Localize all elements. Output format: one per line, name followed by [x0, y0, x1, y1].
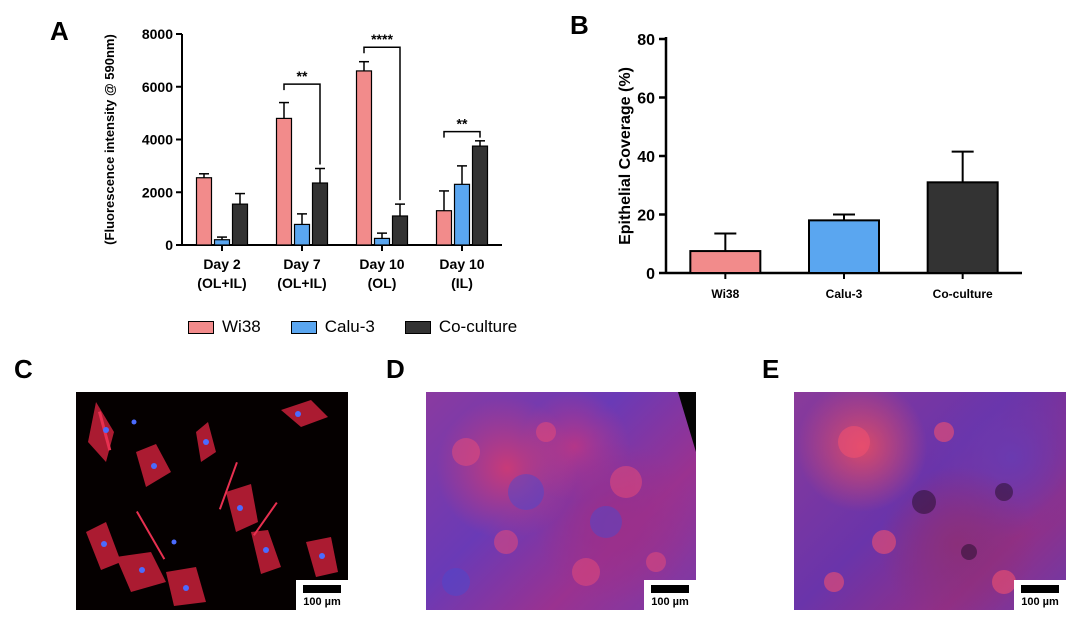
bar-wi38 [275, 117, 293, 246]
scale-bar-label: 100 µm [651, 596, 689, 608]
significance-bracket [283, 83, 321, 165]
bar-wi38 [435, 210, 453, 246]
bar-co-culture [231, 203, 249, 246]
x-tick-label: (OL+IL) [277, 275, 326, 291]
bar-calu-3 [808, 219, 880, 275]
chart-a-fluorescence: 0 2000 4000 6000 8000 (Fluorescence intensity… [102, 26, 502, 291]
significance-label: ** [457, 116, 468, 132]
x-tick-label: (OL+IL) [197, 275, 246, 291]
y-tick-label: 6000 [142, 79, 173, 95]
micrograph-e-image [824, 422, 1016, 594]
legend-item-coculture: Co-culture [404, 317, 518, 337]
bar-calu-3 [373, 237, 391, 246]
x-tick-label: Day 2 [203, 256, 241, 272]
panel-label-d: D [386, 354, 405, 384]
x-tick-label: Day 10 [439, 256, 484, 272]
x-tick-label: Day 10 [359, 256, 404, 272]
legend-item-calu3: Calu-3 [290, 317, 375, 337]
legend-swatch-wi38 [188, 320, 214, 334]
bar-calu-3 [293, 223, 311, 246]
x-tick-label: Co-culture [933, 287, 993, 301]
scale-bar-c: 100 µm [296, 580, 348, 610]
scale-bar-label: 100 µm [1021, 596, 1059, 608]
y-tick-label: 0 [165, 237, 173, 253]
bar-wi38 [195, 177, 213, 246]
panel-label-e: E [762, 354, 780, 384]
legend: Wi38 Calu-3 Co-culture [188, 316, 547, 338]
y-tick-label: 8000 [142, 26, 173, 42]
x-tick-label: (OL) [368, 275, 397, 291]
x-tick-label: Day 7 [283, 256, 321, 272]
x-tick-label: Calu-3 [826, 287, 863, 301]
micrograph-c: 100 µm [76, 392, 348, 610]
y-tick-label: 0 [646, 266, 655, 283]
y-axis-title: Epithelial Coverage (%) [617, 67, 634, 245]
scale-bar-label: 100 µm [303, 596, 341, 608]
scale-bar-line [651, 585, 689, 593]
legend-label-calu3: Calu-3 [324, 317, 375, 336]
y-tick-label: 20 [637, 208, 655, 225]
y-tick-label: 60 [637, 91, 655, 108]
scale-bar-line [1021, 585, 1059, 593]
y-tick-label: 80 [637, 32, 655, 49]
bar-wi38 [689, 250, 762, 274]
micrograph-d: 100 µm [426, 392, 696, 610]
legend-label-coculture: Co-culture [438, 317, 518, 336]
scale-bar-line [303, 585, 341, 593]
significance-bracket [363, 46, 401, 201]
significance-label: ** [297, 68, 308, 84]
bar-calu-3 [453, 183, 471, 246]
bar-co-culture [391, 215, 409, 246]
bar-calu-3 [213, 239, 231, 246]
micrograph-e: 100 µm [794, 392, 1066, 610]
panel-label-c: C [14, 354, 33, 384]
legend-swatch-coculture [404, 320, 431, 334]
scale-bar-e: 100 µm [1014, 580, 1066, 610]
bar-co-culture [926, 181, 999, 274]
panel-label-b: B [570, 10, 589, 40]
significance-bracket [443, 130, 481, 138]
scale-bar-d: 100 µm [644, 580, 696, 610]
legend-swatch-calu3 [290, 320, 317, 334]
micrograph-c-image [86, 400, 338, 606]
y-axis-title: (Fluorescence intensity @ 590nm) [102, 34, 117, 245]
x-tick-label: (IL) [451, 275, 473, 291]
significance-label: **** [371, 31, 393, 47]
legend-label-wi38: Wi38 [222, 317, 261, 336]
bar-co-culture [471, 145, 489, 246]
panel-label-a: A [50, 16, 69, 46]
bar-wi38 [355, 70, 373, 246]
y-tick-label: 40 [637, 149, 655, 166]
y-tick-label: 4000 [142, 132, 173, 148]
chart-b-epithelial-coverage: 0 20 40 60 80 Epithelial Coverage (%) Wi38 Calu… [617, 32, 1022, 301]
y-tick-label: 2000 [142, 184, 173, 200]
x-tick-label: Wi38 [711, 287, 739, 301]
bar-co-culture [311, 182, 329, 246]
legend-item-wi38: Wi38 [188, 317, 261, 337]
micrograph-d-image [442, 392, 696, 596]
